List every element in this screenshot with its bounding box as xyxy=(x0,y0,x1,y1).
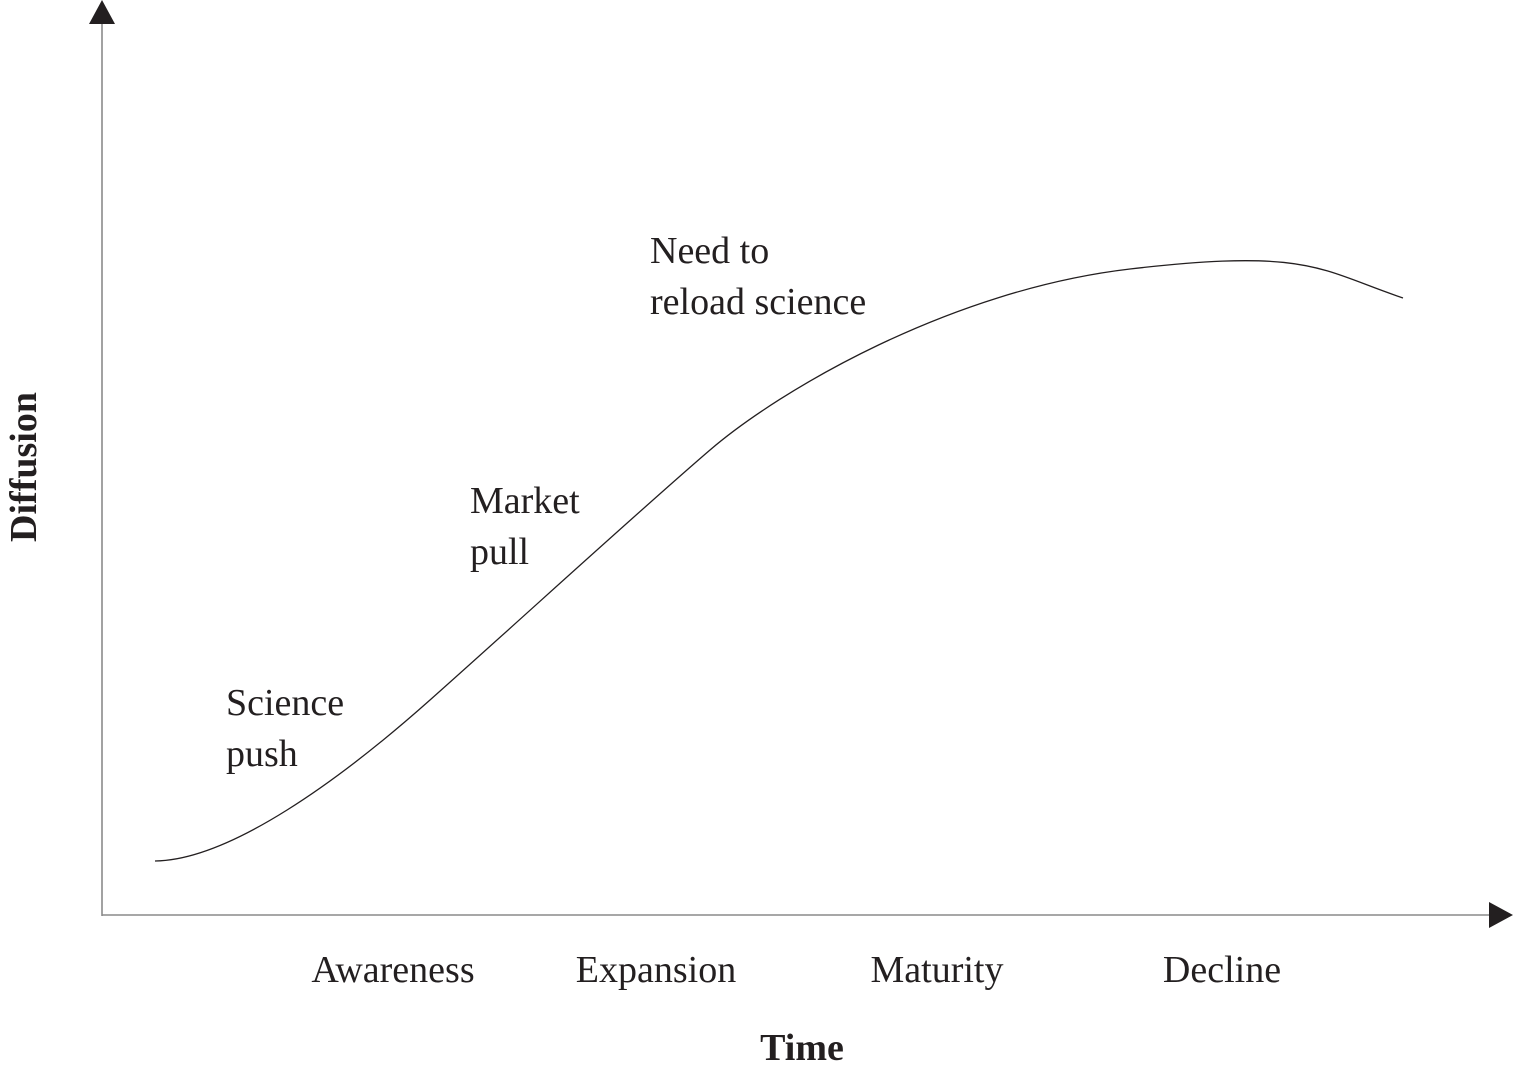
annotation-line: pull xyxy=(470,531,529,573)
y-axis-arrow-icon xyxy=(89,0,115,24)
stage-label-awareness: Awareness xyxy=(311,949,474,991)
annotation-reload-science: Need to reload science xyxy=(650,230,866,323)
y-axis-title: Diffusion xyxy=(3,392,45,542)
annotation-line: Need to xyxy=(650,230,769,272)
annotation-line: Market xyxy=(470,480,580,522)
annotation-line: push xyxy=(226,733,298,775)
stage-label-maturity: Maturity xyxy=(871,949,1004,991)
stage-labels: Awareness Expansion Maturity Decline xyxy=(311,949,1281,991)
stage-label-decline: Decline xyxy=(1163,949,1281,991)
diffusion-curve xyxy=(154,260,1404,862)
annotation-line: Science xyxy=(226,682,344,724)
x-axis-arrow-icon xyxy=(1489,902,1513,928)
annotation-market-pull: Market pull xyxy=(470,480,580,573)
annotation-science-push: Science push xyxy=(226,682,344,775)
annotation-line: reload science xyxy=(650,281,866,323)
x-axis-title: Time xyxy=(760,1027,844,1069)
stage-label-expansion: Expansion xyxy=(576,949,736,991)
